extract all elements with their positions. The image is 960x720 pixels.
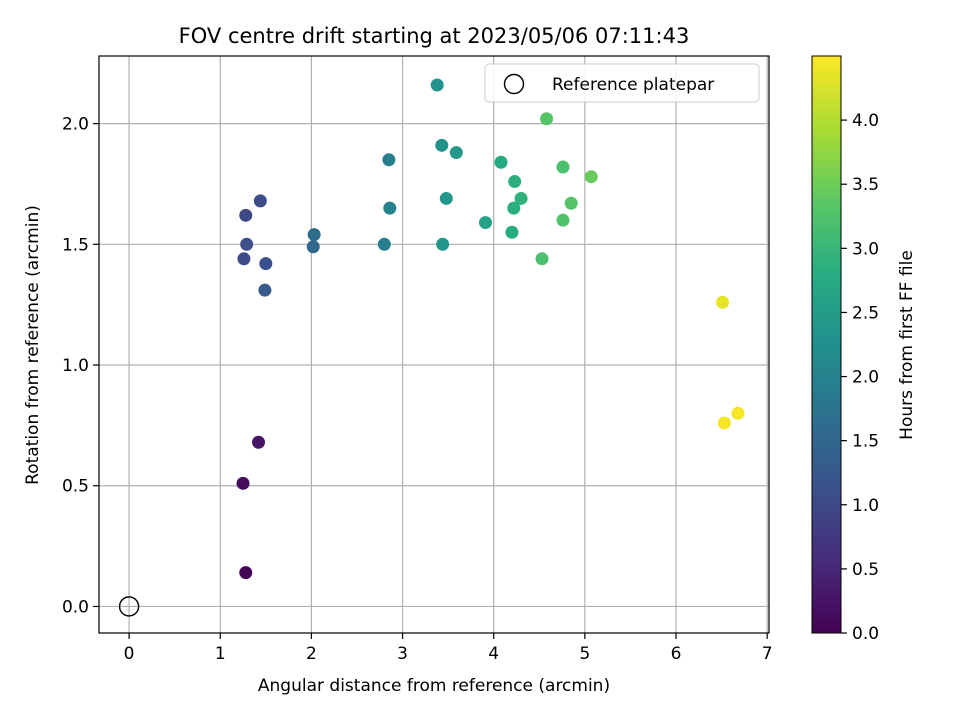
data-point <box>239 566 253 580</box>
data-point <box>439 191 453 205</box>
colorbar-tick-label: 3.5 <box>852 175 879 195</box>
data-point <box>435 138 449 152</box>
data-point <box>258 283 272 297</box>
data-point <box>556 160 570 174</box>
plot-area <box>98 55 770 634</box>
data-point <box>449 146 463 160</box>
colorbar: 0.0 0.5 1.0 1.5 2.0 2.5 3.0 3.5 4.0 Hours from f… <box>811 55 917 644</box>
data-point <box>430 78 444 92</box>
data-point <box>307 228 321 242</box>
x-tick-label: 2 <box>306 644 317 664</box>
data-point <box>507 201 521 215</box>
data-point <box>239 208 253 222</box>
data-point <box>240 237 254 251</box>
grid-lines <box>99 56 769 633</box>
x-tick-label: 3 <box>397 644 408 664</box>
x-tick-label: 6 <box>671 644 682 664</box>
data-point <box>259 257 273 271</box>
colorbar-tick-label: 3.0 <box>852 239 879 259</box>
data-point <box>716 295 730 309</box>
data-point <box>253 194 267 208</box>
legend-marker-reference <box>503 73 525 95</box>
colorbar-gradient <box>811 55 842 634</box>
x-tick-label: 0 <box>124 644 135 664</box>
data-point <box>383 201 397 215</box>
y-axis-ticks: 0.0 0.5 1.0 1.5 2.0 <box>62 115 99 617</box>
data-point <box>382 153 396 167</box>
x-tick-label: 1 <box>215 644 226 664</box>
data-point <box>514 191 528 205</box>
data-point <box>556 213 570 227</box>
colorbar-tick-label: 2.0 <box>852 368 879 388</box>
chart-title: FOV centre drift starting at 2023/05/06 … <box>179 24 690 48</box>
data-point <box>508 175 522 189</box>
data-point <box>564 196 578 210</box>
data-point <box>505 225 519 239</box>
data-point <box>540 112 554 126</box>
plot-frame <box>98 55 770 634</box>
legend-box <box>484 63 760 103</box>
x-tick-label: 4 <box>488 644 499 664</box>
data-point <box>236 476 250 490</box>
data-point <box>717 416 731 430</box>
data-point <box>306 240 320 254</box>
colorbar-tick-label: 1.0 <box>852 496 879 516</box>
data-point <box>479 216 493 230</box>
data-point <box>494 155 508 169</box>
colorbar-label: Hours from first FF file <box>897 250 917 440</box>
data-point <box>377 237 391 251</box>
y-tick-label: 1.0 <box>62 356 89 376</box>
colorbar-tick-label: 1.5 <box>852 432 879 452</box>
y-tick-label: 2.0 <box>62 115 89 135</box>
x-tick-label: 7 <box>762 644 773 664</box>
legend-label-reference: Reference platepar <box>552 75 714 95</box>
legend: Reference platepar <box>484 63 760 103</box>
x-axis-ticks: 0 1 2 3 4 5 6 7 <box>124 633 773 664</box>
colorbar-ticks: 0.0 0.5 1.0 1.5 2.0 2.5 3.0 3.5 4.0 <box>841 111 879 644</box>
data-point <box>584 170 598 184</box>
y-tick-label: 1.5 <box>62 235 89 255</box>
x-axis-label: Angular distance from reference (arcmin) <box>258 676 610 696</box>
data-point <box>252 435 266 449</box>
reference-platepar-marker <box>118 596 140 617</box>
colorbar-tick-label: 0.0 <box>852 624 879 644</box>
y-tick-label: 0.0 <box>62 597 89 617</box>
colorbar-tick-label: 2.5 <box>852 303 879 323</box>
y-axis-label: Rotation from reference (arcmin) <box>23 205 43 485</box>
data-point <box>535 252 549 266</box>
data-point <box>436 237 450 251</box>
data-point <box>731 406 745 420</box>
colorbar-tick-label: 0.5 <box>852 560 879 580</box>
data-points <box>118 78 745 617</box>
colorbar-tick-label: 4.0 <box>852 111 879 131</box>
y-tick-label: 0.5 <box>62 477 89 497</box>
x-tick-label: 5 <box>579 644 590 664</box>
data-point <box>237 252 251 266</box>
